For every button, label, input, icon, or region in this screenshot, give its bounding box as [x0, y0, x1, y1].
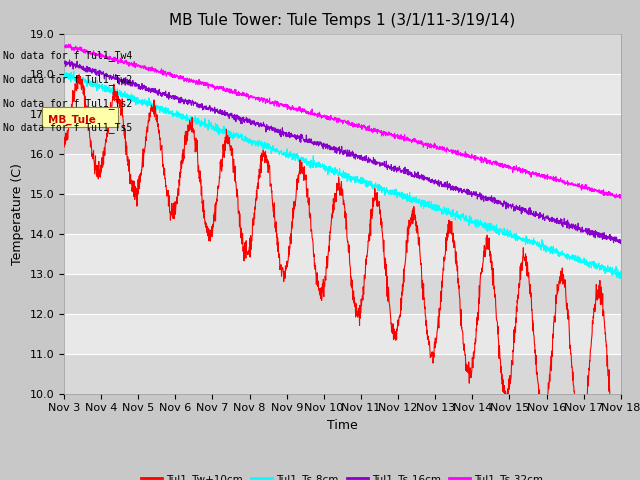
- Text: No data for f Tul1_Tw4: No data for f Tul1_Tw4: [3, 49, 132, 60]
- Bar: [64, 234, 621, 274]
- Bar: [64, 193, 621, 234]
- X-axis label: Time: Time: [327, 419, 358, 432]
- Bar: [64, 73, 621, 114]
- Legend: Tul1_Tw+10cm, Tul1_Ts-8cm, Tul1_Ts-16cm, Tul1_Ts-32cm: Tul1_Tw+10cm, Tul1_Ts-8cm, Tul1_Ts-16cm,…: [137, 470, 548, 480]
- Text: No data for f Tul1_Ts2: No data for f Tul1_Ts2: [3, 97, 132, 108]
- Bar: [64, 274, 621, 313]
- Bar: [64, 354, 621, 394]
- Bar: [64, 114, 621, 154]
- Bar: [64, 34, 621, 73]
- Bar: [64, 154, 621, 193]
- Y-axis label: Temperature (C): Temperature (C): [11, 163, 24, 264]
- Bar: [64, 313, 621, 354]
- Text: No data for f Tul1_Ts5: No data for f Tul1_Ts5: [3, 121, 132, 132]
- Text: No data for f Tul1_Tw2: No data for f Tul1_Tw2: [3, 73, 132, 84]
- Text: MB_Tule: MB_Tule: [48, 115, 95, 125]
- Title: MB Tule Tower: Tule Temps 1 (3/1/11-3/19/14): MB Tule Tower: Tule Temps 1 (3/1/11-3/19…: [169, 13, 516, 28]
